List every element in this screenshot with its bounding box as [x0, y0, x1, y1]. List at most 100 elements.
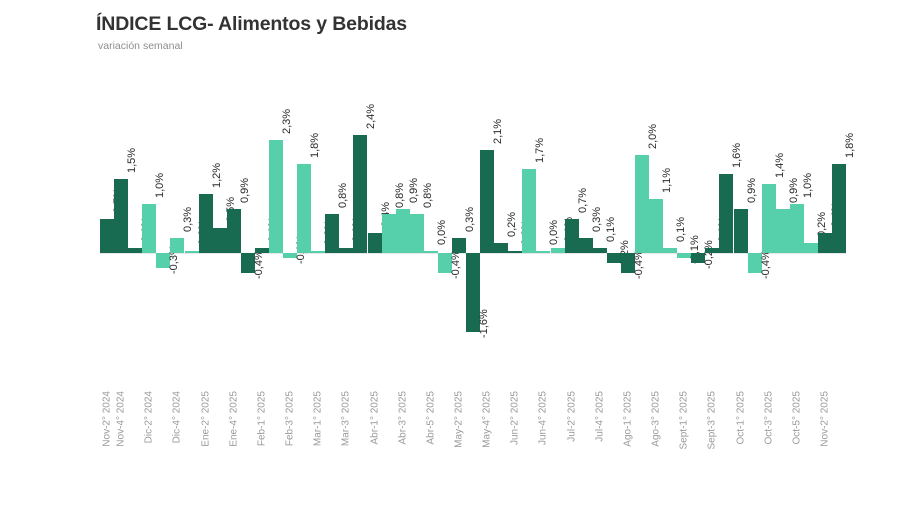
bar[interactable]	[832, 164, 847, 253]
bar[interactable]	[100, 218, 115, 253]
bar[interactable]	[156, 252, 171, 268]
bar[interactable]	[381, 213, 396, 253]
bar[interactable]	[184, 250, 199, 253]
bar-slot: 0,1%	[254, 53, 279, 387]
x-axis-tick-spacer	[410, 387, 424, 492]
bar-slot: 2,3%	[268, 53, 293, 387]
bar[interactable]	[170, 238, 185, 253]
x-axis-tick-label: Oct-5° 2025	[791, 390, 803, 445]
bar-slot: 0,4%	[367, 53, 392, 387]
x-axis-tick-label: Oct-3° 2025	[763, 390, 775, 445]
bar[interactable]	[451, 238, 466, 253]
bar-slot: 0,9%	[226, 53, 251, 387]
bar-slot: 1,2%	[198, 53, 223, 387]
x-axis-tick-spacer	[607, 387, 621, 492]
x-axis-tick-spacer	[494, 387, 508, 492]
x-axis-tick-spacer	[551, 387, 565, 492]
bar[interactable]	[635, 154, 649, 253]
bar[interactable]	[325, 213, 340, 253]
bar[interactable]	[128, 248, 143, 253]
bar[interactable]	[240, 252, 255, 273]
bar[interactable]	[283, 252, 298, 258]
bar-slot: -0,4%	[240, 53, 265, 387]
bar[interactable]	[226, 208, 241, 253]
bar-slot: -0,4%	[620, 53, 645, 387]
bar-slot: -0,1%	[283, 53, 307, 387]
bar[interactable]	[606, 252, 621, 263]
bar[interactable]	[719, 174, 734, 253]
bar[interactable]	[353, 134, 368, 253]
bar[interactable]	[254, 248, 269, 253]
bar[interactable]	[423, 250, 438, 253]
bar[interactable]	[761, 184, 776, 253]
bar[interactable]	[198, 193, 213, 253]
bar-slot: -0,4%	[437, 53, 462, 387]
bar[interactable]	[733, 208, 748, 253]
bar[interactable]	[268, 139, 283, 253]
bar-slot: 0,9%	[733, 53, 758, 387]
x-axis-tick-spacer	[353, 387, 367, 492]
bar[interactable]	[578, 238, 593, 253]
bar[interactable]	[705, 248, 720, 253]
bar-slot: -0,4%	[747, 53, 772, 387]
x-axis-tick-spacer	[156, 387, 170, 492]
x-axis-tick-label: Abr-3° 2025	[397, 390, 409, 445]
bar[interactable]	[142, 203, 157, 253]
x-axis-tick-spacer	[325, 387, 339, 492]
bar[interactable]	[508, 250, 523, 253]
x-axis-tick-spacer	[635, 387, 649, 492]
bar[interactable]	[592, 248, 607, 253]
bar[interactable]	[437, 252, 452, 273]
x-axis-tick-label: Jul-2° 2025	[566, 390, 578, 442]
bar[interactable]	[789, 203, 804, 253]
bar-slot: 1,5%	[114, 53, 138, 387]
bar[interactable]	[522, 169, 537, 253]
bar-slot: 0,1%	[128, 53, 152, 387]
x-axis-tick-spacer	[297, 387, 311, 492]
bar-slot: 0,0%	[508, 53, 532, 387]
bar-slot: 0,1%	[663, 53, 687, 387]
bar-slot: -0,2%	[691, 53, 715, 387]
x-axis-tick-spacer	[438, 387, 452, 492]
x-axis: Nov-2° 2024 Nov-4° 2024 Dic-2° 2024 Dic-4° …	[100, 387, 846, 492]
bar[interactable]	[691, 252, 706, 263]
x-axis-tick-spacer	[128, 387, 142, 492]
x-axis-tick-spacer	[691, 387, 705, 492]
bar[interactable]	[494, 243, 509, 253]
x-axis-tick-label: Sept-1° 2025	[678, 390, 690, 450]
bar-slot: 1,6%	[719, 53, 743, 387]
bar-series: 0,7%1,5%0,1%1,0%-0,3%0,3%0,0%1,2%0,5%0,9…	[100, 53, 856, 387]
bar-slot: 0,7%	[564, 53, 589, 387]
bar[interactable]	[212, 228, 227, 253]
bar[interactable]	[564, 218, 579, 253]
bar[interactable]	[339, 248, 354, 253]
bar[interactable]	[536, 250, 551, 253]
bar[interactable]	[620, 252, 635, 273]
x-axis-tick-label: Abr-1° 2025	[369, 390, 381, 445]
bar[interactable]	[480, 149, 495, 253]
bar-slot: -0,3%	[156, 53, 180, 387]
x-axis-tick-spacer	[832, 387, 846, 492]
bar[interactable]	[311, 250, 326, 253]
bar[interactable]	[775, 208, 790, 253]
bar[interactable]	[677, 252, 692, 258]
bar[interactable]	[466, 252, 481, 332]
x-axis-tick-spacer	[466, 387, 480, 492]
bar[interactable]	[395, 208, 410, 253]
bar-slot: 0,9%	[775, 53, 800, 387]
bar-slot: 2,1%	[480, 53, 504, 387]
bar[interactable]	[663, 248, 678, 253]
bar[interactable]	[803, 243, 818, 253]
bar-slot: 0,5%	[212, 53, 237, 387]
bar[interactable]	[409, 213, 424, 253]
bar[interactable]	[114, 179, 129, 253]
x-axis-tick-label: Nov-2° 2024	[101, 390, 113, 447]
chart-subtitle: variación semanal	[98, 40, 183, 53]
bar[interactable]	[747, 252, 762, 273]
bar[interactable]	[550, 248, 565, 253]
bar[interactable]	[818, 233, 833, 253]
bar[interactable]	[297, 164, 312, 253]
bar-slot: 0,8%	[381, 53, 406, 387]
bar[interactable]	[367, 233, 382, 253]
bar[interactable]	[649, 198, 664, 253]
